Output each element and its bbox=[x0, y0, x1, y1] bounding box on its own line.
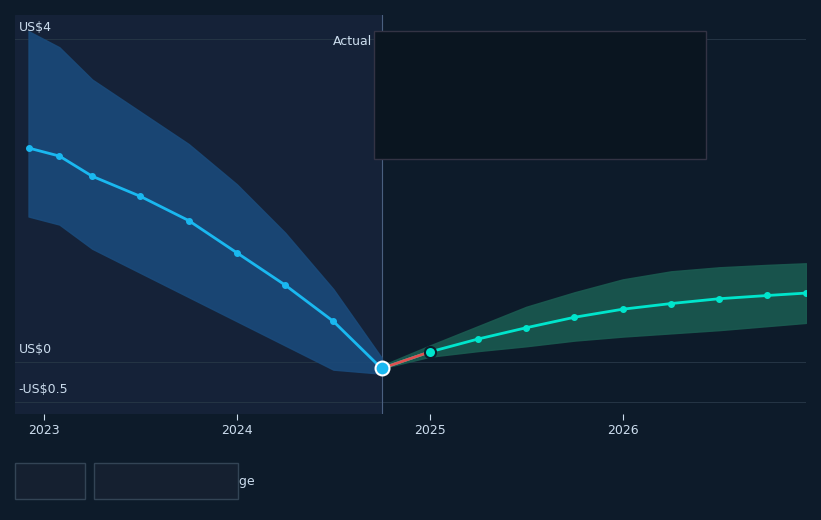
Text: -US$0.5: -US$0.5 bbox=[19, 383, 68, 396]
Text: Analysts Forecasts: Analysts Forecasts bbox=[392, 35, 507, 48]
Text: Actual: Actual bbox=[333, 35, 372, 48]
Text: Analysts' EPS Range: Analysts' EPS Range bbox=[127, 474, 255, 488]
Text: Analysts' EPS Range: Analysts' EPS Range bbox=[386, 100, 513, 113]
Text: US$0: US$0 bbox=[19, 343, 52, 356]
Text: US$4: US$4 bbox=[19, 20, 52, 33]
Bar bbox=[15, 15, 382, 414]
Text: No data: No data bbox=[558, 100, 608, 113]
Text: EPS: EPS bbox=[386, 74, 409, 87]
Text: ●: ● bbox=[107, 472, 122, 490]
Text: EPS: EPS bbox=[49, 474, 72, 488]
Text: -US$0.0846: -US$0.0846 bbox=[497, 74, 570, 87]
Text: Sep 30 2024: Sep 30 2024 bbox=[386, 51, 483, 65]
Text: ●: ● bbox=[27, 472, 42, 490]
